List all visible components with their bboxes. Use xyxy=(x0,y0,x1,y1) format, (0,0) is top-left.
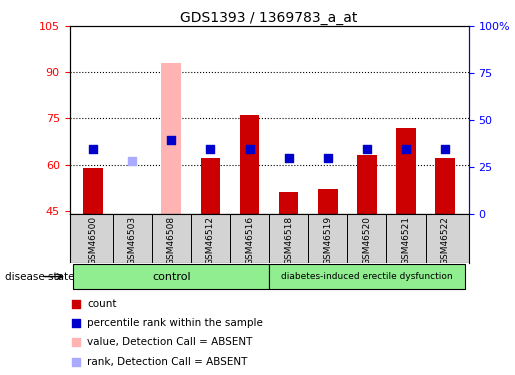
Text: percentile rank within the sample: percentile rank within the sample xyxy=(88,318,263,328)
Bar xyxy=(396,128,416,214)
Point xyxy=(323,155,332,161)
Bar xyxy=(74,264,269,289)
Text: GSM46516: GSM46516 xyxy=(245,216,254,266)
Text: GSM46503: GSM46503 xyxy=(128,216,136,266)
Text: control: control xyxy=(152,272,191,282)
Point xyxy=(402,146,410,152)
Title: GDS1393 / 1369783_a_at: GDS1393 / 1369783_a_at xyxy=(180,11,358,25)
Text: GSM46512: GSM46512 xyxy=(206,216,215,265)
Bar xyxy=(357,155,376,214)
Point xyxy=(72,358,80,364)
Point xyxy=(207,146,215,152)
Point xyxy=(128,159,136,165)
Bar xyxy=(435,158,455,214)
Point xyxy=(72,320,80,326)
Text: GSM46520: GSM46520 xyxy=(363,216,371,265)
Text: value, Detection Call = ABSENT: value, Detection Call = ABSENT xyxy=(88,338,253,347)
Point xyxy=(72,339,80,345)
Text: GSM46500: GSM46500 xyxy=(89,216,97,266)
Text: rank, Detection Call = ABSENT: rank, Detection Call = ABSENT xyxy=(88,357,248,367)
Text: GSM46522: GSM46522 xyxy=(441,216,450,265)
Text: GSM46519: GSM46519 xyxy=(323,216,332,266)
Bar xyxy=(162,63,181,214)
Bar xyxy=(318,189,337,214)
Bar xyxy=(201,158,220,214)
Point xyxy=(363,146,371,152)
Bar xyxy=(83,168,103,214)
Point xyxy=(284,155,293,161)
Text: diabetes-induced erectile dysfunction: diabetes-induced erectile dysfunction xyxy=(281,272,453,281)
Bar xyxy=(279,192,298,214)
Bar xyxy=(240,116,260,214)
Point xyxy=(441,146,449,152)
Text: count: count xyxy=(88,299,117,309)
Bar xyxy=(269,264,465,289)
Point xyxy=(167,137,176,143)
Point xyxy=(72,301,80,307)
Text: disease state: disease state xyxy=(5,272,75,282)
Point xyxy=(246,146,254,152)
Point xyxy=(89,146,97,152)
Text: GSM46518: GSM46518 xyxy=(284,216,293,266)
Text: GSM46521: GSM46521 xyxy=(402,216,410,265)
Text: GSM46508: GSM46508 xyxy=(167,216,176,266)
